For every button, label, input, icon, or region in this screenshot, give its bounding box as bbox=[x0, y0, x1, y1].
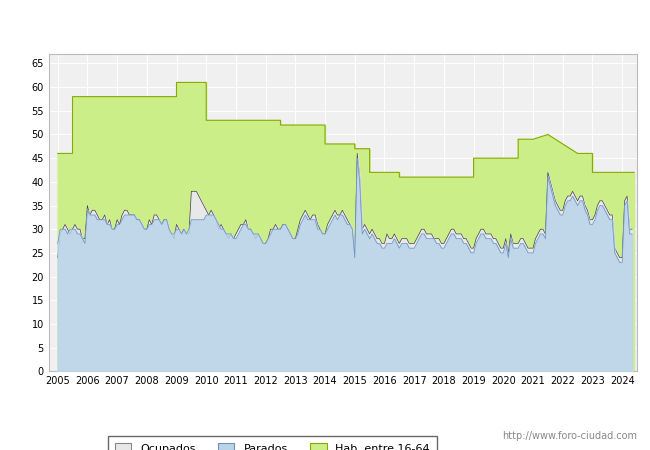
Legend: Ocupados, Parados, Hab. entre 16-64: Ocupados, Parados, Hab. entre 16-64 bbox=[108, 436, 437, 450]
Text: Gúdar - Evolucion de la poblacion en edad de Trabajar Mayo de 2024: Gúdar - Evolucion de la poblacion en eda… bbox=[68, 17, 582, 30]
Text: http://www.foro-ciudad.com: http://www.foro-ciudad.com bbox=[502, 431, 637, 441]
